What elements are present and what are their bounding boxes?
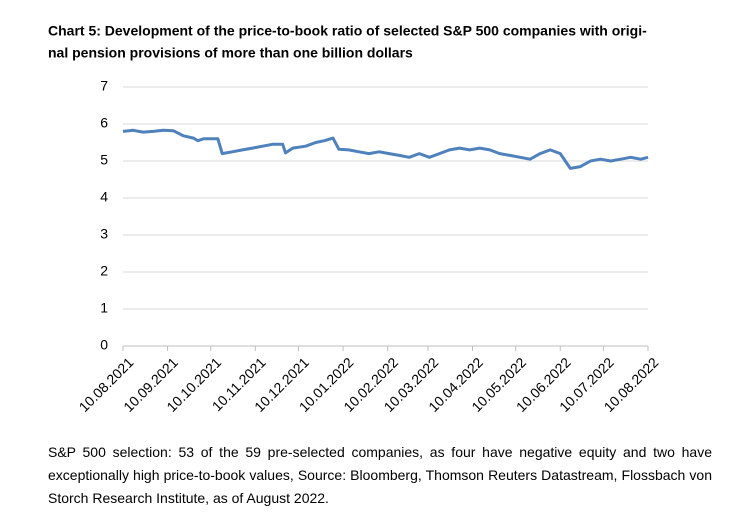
y-tick-label: 4 <box>100 189 108 205</box>
y-tick-label: 6 <box>100 115 108 131</box>
y-tick-label: 2 <box>100 263 108 279</box>
data-line <box>122 128 649 170</box>
y-tick-label: 5 <box>100 152 108 168</box>
chart: Chart 5: Development of the price-to-boo… <box>48 23 662 415</box>
y-tick-label: 3 <box>100 226 108 242</box>
y-tick-label: 7 <box>100 78 108 94</box>
chart-title: Chart 5: Development of the price-to-boo… <box>48 23 647 39</box>
y-tick-label: 1 <box>100 300 108 316</box>
chart-title: nal pension provisions of more than one … <box>48 45 413 61</box>
footnote: S&P 500 selection: 53 of the 59 pre-sele… <box>48 444 712 506</box>
y-tick-label: 0 <box>100 337 108 353</box>
